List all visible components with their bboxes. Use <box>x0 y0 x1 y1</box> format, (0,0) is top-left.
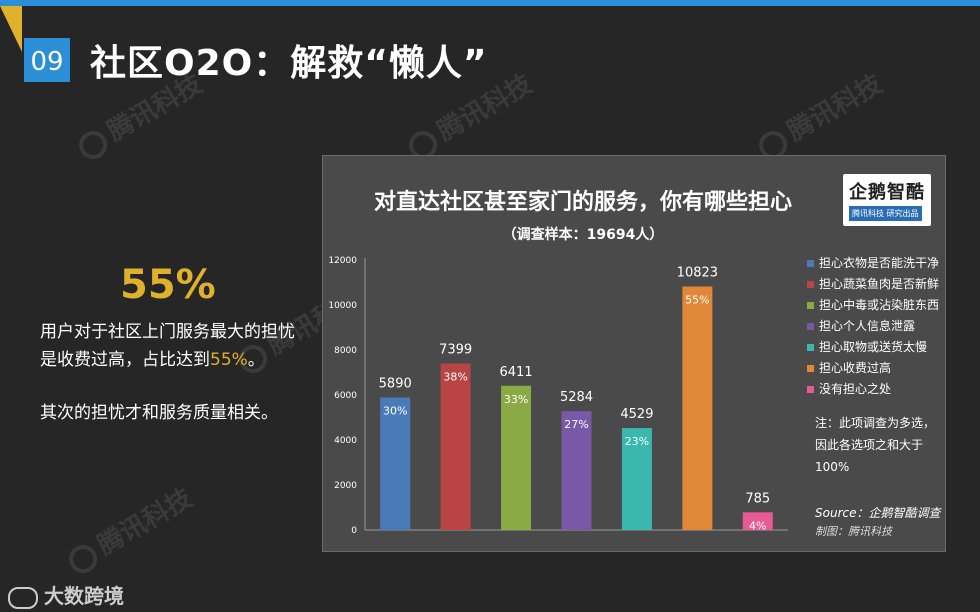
watermark: 腾讯科技 <box>750 64 888 165</box>
logo-subtitle: 腾讯科技 研究出品 <box>849 206 922 221</box>
chart-source: Source：企鹅智酷调查 <box>815 506 941 520</box>
bar-percent-label: 38% <box>443 371 467 384</box>
footer-brand: 大数跨境 <box>8 580 124 609</box>
legend-label: 担心蔬菜鱼肉是否新鲜 <box>819 277 940 291</box>
bar-percent-label: 55% <box>685 293 709 306</box>
y-tick-label: 6000 <box>334 391 357 401</box>
chart-note: 注：此项调查为多选，因此各选项之和大于100% <box>815 416 936 474</box>
bar-percent-label: 30% <box>383 404 407 417</box>
bar-value-label: 5890 <box>379 376 412 391</box>
corner-triangle <box>0 6 22 52</box>
chart-credit: 制图：腾讯科技 <box>815 525 892 538</box>
bar-percent-label: 27% <box>564 418 588 431</box>
bar-value-label: 5284 <box>560 390 593 405</box>
legend-item: 担心收费过高 <box>807 359 947 380</box>
watermark: 腾讯科技 <box>60 478 198 579</box>
legend-item: 担心中毒或沾染脏东西 <box>807 296 947 317</box>
legend-item: 担心蔬菜鱼肉是否新鲜 <box>807 275 947 296</box>
y-tick-label: 8000 <box>334 346 357 356</box>
chart-subtitle: （调查样本：19694人） <box>502 227 664 243</box>
legend-swatch <box>807 323 814 330</box>
bar-percent-label: 23% <box>625 435 649 448</box>
chart-panel: 对直达社区甚至家门的服务，你有哪些担心 （调查样本：19694人） 企鹅智酷 腾… <box>322 155 946 552</box>
page-title: 社区O2O：解救“懒人” <box>90 43 488 84</box>
bar-value-label: 10823 <box>677 265 718 280</box>
legend-label: 担心取物或送货太慢 <box>819 340 928 354</box>
bar <box>561 411 592 530</box>
watermark-logo-icon <box>73 125 112 164</box>
bar-percent-label: 33% <box>504 393 528 406</box>
bar-chart: 0 2000 4000 6000 8000 10000 12000 5890 30% 7399 38… <box>328 256 788 536</box>
brand-logo-icon <box>8 586 38 609</box>
slide-number: 09 <box>24 38 70 82</box>
bar-percent-label: 4% <box>749 519 766 532</box>
bar <box>742 512 773 530</box>
legend-swatch <box>807 302 814 309</box>
bar-value-label: 4529 <box>620 407 653 422</box>
top-accent-bar <box>0 0 980 6</box>
legend-item: 担心衣物是否能洗干净 <box>807 254 947 275</box>
chart-title: 对直达社区甚至家门的服务，你有哪些担心 <box>373 190 792 215</box>
legend-item: 担心取物或送货太慢 <box>807 338 947 359</box>
description-highlight: 55% <box>210 350 248 370</box>
legend-swatch <box>807 344 814 351</box>
brand-logo: 企鹅智酷 腾讯科技 研究出品 <box>843 174 931 226</box>
logo-title: 企鹅智酷 <box>849 182 925 203</box>
legend-item: 担心个人信息泄露 <box>807 317 947 338</box>
y-tick-label: 0 <box>351 526 357 536</box>
legend-swatch <box>807 281 814 288</box>
bar-value-label: 6411 <box>500 365 533 380</box>
bar <box>380 397 411 530</box>
bar-value-label: 785 <box>745 491 770 506</box>
chart-legend: 担心衣物是否能洗干净 担心蔬菜鱼肉是否新鲜 担心中毒或沾染脏东西 担心个人信息泄露 担心… <box>807 254 947 401</box>
legend-label: 没有担心之处 <box>819 382 892 396</box>
legend-swatch <box>807 365 814 372</box>
description-secondary: 其次的担忧才和服务质量相关。 <box>40 403 278 423</box>
y-tick-label: 2000 <box>334 481 357 491</box>
bar-value-label: 7399 <box>439 343 472 358</box>
description: 用户对于社区上门服务最大的担忧是收费过高，占比达到55%。 <box>40 322 295 370</box>
bar <box>682 286 713 530</box>
y-tick-label: 12000 <box>328 256 357 266</box>
legend-label: 担心中毒或沾染脏东西 <box>819 298 940 312</box>
bar <box>621 428 652 530</box>
y-tick-label: 10000 <box>328 301 357 311</box>
legend-label: 担心收费过高 <box>819 361 892 375</box>
bar <box>501 385 532 530</box>
legend-label: 担心衣物是否能洗干净 <box>819 256 940 270</box>
watermark-logo-icon <box>63 539 102 578</box>
legend-swatch <box>807 260 814 267</box>
legend-item: 没有担心之处 <box>807 380 947 401</box>
bar <box>440 363 471 530</box>
highlight-percent: 55% <box>120 262 216 308</box>
y-tick-label: 4000 <box>334 436 357 446</box>
legend-label: 担心个人信息泄露 <box>819 319 916 333</box>
legend-swatch <box>807 386 814 393</box>
